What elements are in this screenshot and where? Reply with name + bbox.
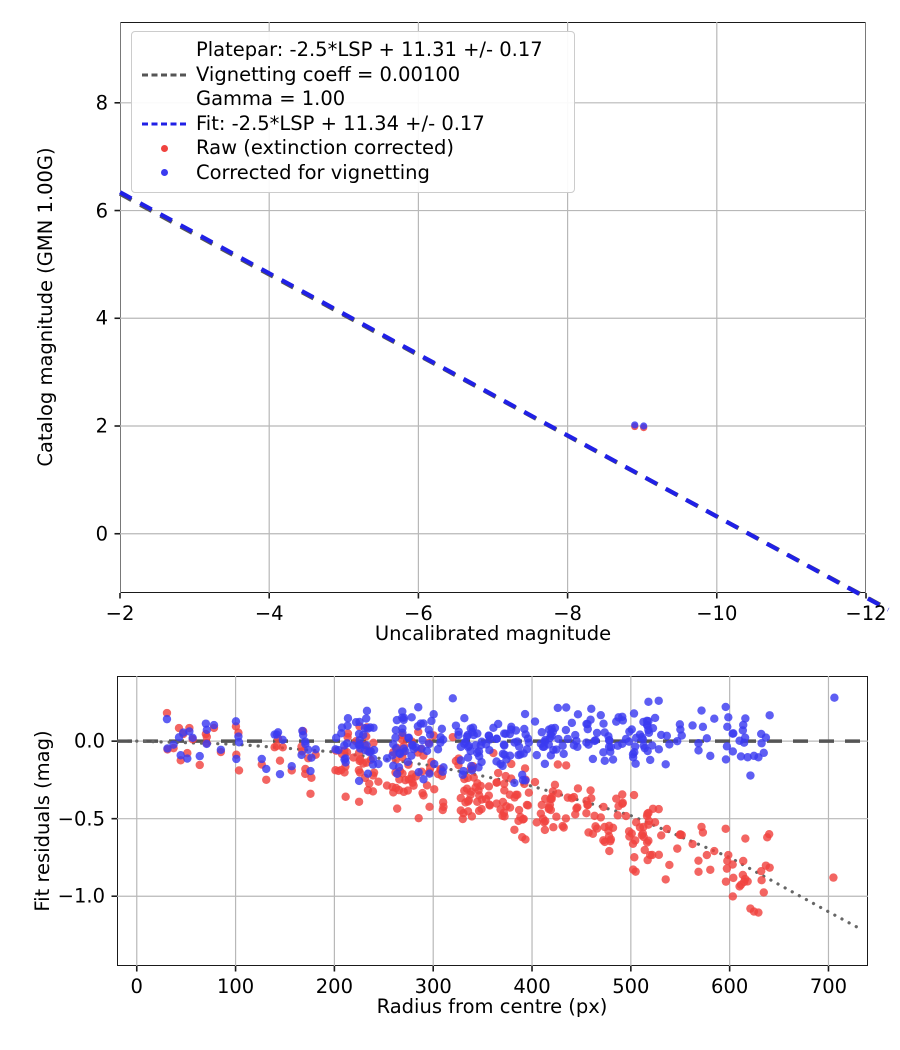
legend-entry-label: Vignetting coeff = 0.00100 bbox=[196, 62, 461, 86]
bottom-x-tick-7: 700 bbox=[809, 975, 848, 998]
top-y-tick-0: 0 bbox=[95, 522, 108, 546]
fit-residuals-plot bbox=[111, 676, 868, 972]
top-x-tick-5: −12 bbox=[845, 602, 887, 625]
top-y-tick-1: 2 bbox=[95, 414, 108, 438]
dash-glyph bbox=[142, 73, 186, 77]
top-y-tick-2: 4 bbox=[95, 306, 108, 330]
bottom-x-axis-title: Radius from centre (px) bbox=[376, 995, 608, 1018]
top-x-tick-0: −2 bbox=[105, 602, 135, 625]
bottom-x-tick-0: 0 bbox=[130, 975, 143, 998]
bottom-x-tick-3: 300 bbox=[414, 975, 452, 998]
legend-entry-2: Gamma = 1.00 bbox=[141, 87, 565, 112]
blue-dot-marker-icon bbox=[141, 163, 187, 183]
legend-entry-label: Platepar: -2.5*LSP + 11.31 +/- 0.17 bbox=[196, 38, 543, 62]
bottom-y-tick-0: 0.0 bbox=[73, 729, 105, 753]
dash-glyph bbox=[142, 122, 186, 126]
top-x-tick-1: −4 bbox=[254, 602, 284, 625]
red-dot-marker-icon bbox=[141, 138, 187, 158]
bottom-y-tick-2: −1.0 bbox=[57, 884, 105, 908]
legend-entry-label: Fit: -2.5*LSP + 11.34 +/- 0.17 bbox=[196, 111, 485, 135]
legend-entry-label: Raw (extinction corrected) bbox=[196, 136, 454, 160]
gray-dashed-line-icon bbox=[141, 65, 187, 85]
legend-entry-4: Raw (extinction corrected) bbox=[141, 136, 565, 161]
top-plot-legend: Platepar: -2.5*LSP + 11.31 +/- 0.17 Vigne… bbox=[131, 31, 575, 193]
top-y-tick-4: 8 bbox=[95, 91, 108, 115]
bottom-x-tick-6: 600 bbox=[711, 975, 749, 998]
bottom-x-tick-1: 100 bbox=[216, 975, 255, 998]
dot-glyph bbox=[160, 169, 168, 177]
bottom-x-tick-5: 500 bbox=[612, 975, 650, 998]
legend-entry-0: Platepar: -2.5*LSP + 11.31 +/- 0.17 bbox=[141, 38, 565, 63]
top-y-tick-3: 6 bbox=[95, 199, 108, 223]
bottom-y-axis-title: Fit residuals (mag) bbox=[31, 730, 54, 912]
empty-legend-handle bbox=[141, 40, 187, 60]
bottom-x-tick-2: 200 bbox=[315, 975, 354, 998]
top-y-axis-title: Catalog magnitude (GMN 1.00G) bbox=[34, 147, 57, 467]
bottom-y-tick-1: −0.5 bbox=[57, 807, 105, 831]
dot-glyph bbox=[160, 144, 168, 152]
bottom-x-tick-4: 400 bbox=[513, 975, 551, 998]
top-x-tick-3: −8 bbox=[553, 602, 582, 625]
legend-entry-5: Corrected for vignetting bbox=[141, 161, 565, 186]
top-x-axis-title: Uncalibrated magnitude bbox=[374, 622, 612, 645]
legend-entry-1: Vignetting coeff = 0.00100 bbox=[141, 63, 565, 88]
blue-dashed-line-icon bbox=[141, 114, 187, 134]
bottom-plot-graphics bbox=[111, 676, 868, 972]
empty-legend-handle bbox=[141, 89, 187, 109]
top-x-tick-4: −10 bbox=[696, 602, 738, 625]
legend-entry-label: Corrected for vignetting bbox=[196, 160, 430, 184]
legend-entry-label: Gamma = 1.00 bbox=[196, 87, 346, 111]
top-x-tick-2: −6 bbox=[404, 602, 433, 625]
legend-entry-3: Fit: -2.5*LSP + 11.34 +/- 0.17 bbox=[141, 112, 565, 137]
